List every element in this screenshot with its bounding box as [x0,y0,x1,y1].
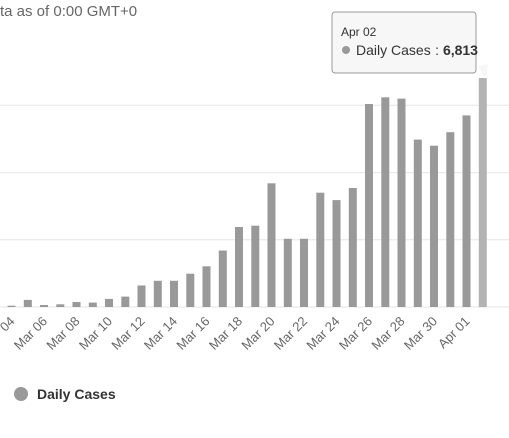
bar-mar-23[interactable] [316,192,325,307]
x-tick-label: 04 [0,314,18,335]
bar-mar-26[interactable] [365,104,373,307]
bar-mar-25[interactable] [348,188,357,307]
tooltip-pointer [478,64,488,79]
x-tick-label: Mar 18 [206,314,245,353]
bar-mar-18[interactable] [235,227,243,307]
bar-mar-12[interactable] [137,285,146,308]
x-tick-label: Mar 22 [271,314,310,353]
bar-mar-24[interactable] [332,200,341,307]
bars [7,78,487,308]
bar-mar-11[interactable] [121,296,130,307]
tooltip-value: 6,813 [443,42,478,58]
bar-mar-30[interactable] [430,145,438,307]
bar-mar-04[interactable] [7,305,16,307]
x-tick-label: Mar 10 [76,314,115,353]
bar-mar-07[interactable] [56,304,65,307]
bar-mar-09[interactable] [88,302,97,307]
x-tick-label: Mar 16 [173,314,212,353]
bar-mar-16[interactable] [202,266,211,307]
bar-mar-22[interactable] [300,238,308,307]
x-tick-label: Mar 12 [108,314,147,353]
tooltip-content: Daily Cases : 6,813 [356,42,478,59]
chart-subtitle: ta as of 0:00 GMT+0 [0,3,137,20]
x-tick-label: Mar 08 [43,314,82,353]
tooltip-date: Apr 02 [341,25,377,39]
bar-mar-10[interactable] [105,298,113,307]
x-tick-label: Mar 24 [303,314,342,353]
bar-mar-08[interactable] [72,302,81,307]
tooltip-separator: : [435,42,443,58]
bar-mar-17[interactable] [218,250,227,308]
x-tick-label: Mar 26 [336,314,375,353]
legend-label[interactable]: Daily Cases [37,386,116,402]
tooltip-series-name: Daily Cases [356,42,431,58]
bar-mar-21[interactable] [283,238,292,307]
bar-mar-13[interactable] [153,280,162,307]
legend-marker[interactable] [14,387,28,401]
bar-mar-31[interactable] [446,132,455,307]
bar-mar-15[interactable] [186,273,195,307]
x-tick-label: Mar 28 [368,314,407,353]
x-tick-label: Mar 06 [11,314,50,353]
tooltip-box [331,11,477,74]
bar-mar-27[interactable] [381,97,390,307]
bar-mar-29[interactable] [413,139,422,307]
bar-mar-19[interactable] [251,225,260,307]
bar-mar-14[interactable] [170,280,178,307]
bar-mar-28[interactable] [397,98,406,307]
tooltip: Apr 02 Daily Cases : 6,813 [331,11,488,79]
legend[interactable]: Daily Cases [14,386,116,402]
x-tick-label: Mar 14 [141,314,180,353]
x-tick-label: Mar 30 [401,314,440,353]
tooltip-series-marker [342,46,350,54]
bar-apr-01[interactable] [462,115,471,308]
bar-mar-06[interactable] [40,305,48,307]
x-tick-label: Apr 01 [435,314,473,352]
bar-apr-02[interactable] [478,78,487,307]
x-tick-label: Mar 20 [238,314,277,353]
bar-mar-20[interactable] [267,183,276,307]
bar-mar-05[interactable] [23,299,32,307]
